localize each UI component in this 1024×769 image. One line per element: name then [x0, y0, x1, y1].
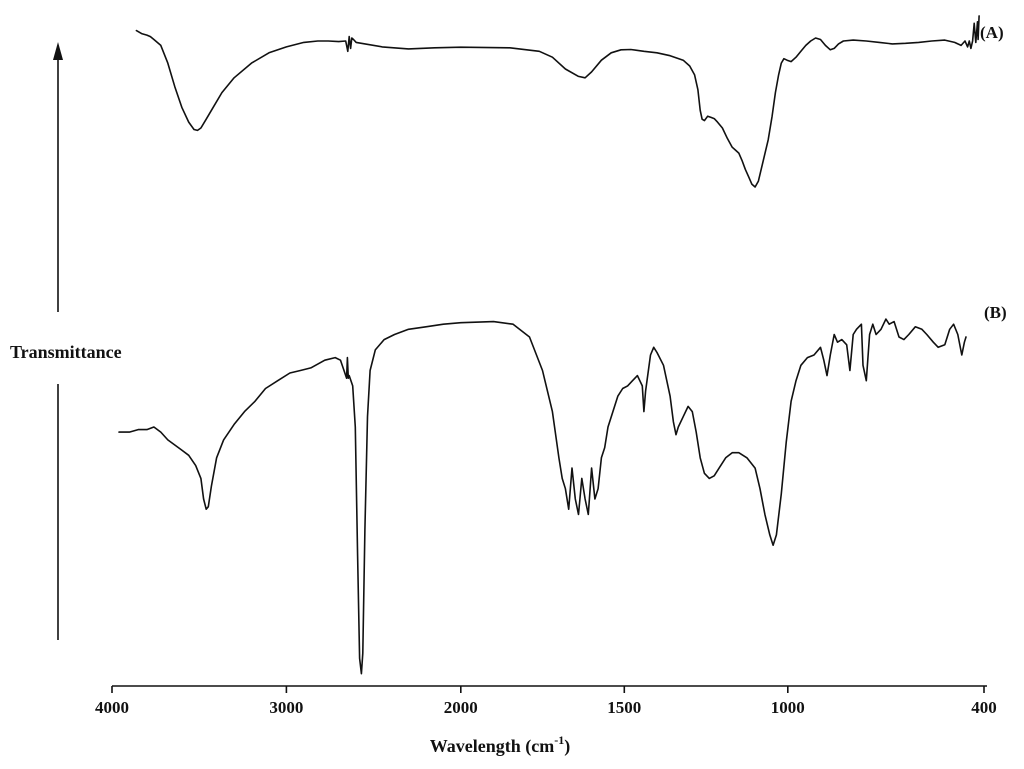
x-axis-title-main: Wavelength (cm: [430, 736, 554, 757]
series-line-a: [135, 15, 980, 188]
x-tick-label: 2000: [444, 698, 478, 717]
series-line-b: [118, 318, 967, 675]
x-tick-label: 4000: [95, 698, 129, 717]
x-axis-title-close: ): [564, 736, 570, 757]
series-label-b: (B): [984, 303, 1007, 322]
series-labels: (A) (B): [980, 23, 1007, 322]
x-axis-title-superscript: -1: [554, 733, 564, 747]
x-tick-label: 1000: [771, 698, 805, 717]
x-tick-label: 400: [971, 698, 997, 717]
x-tick-label: 1500: [607, 698, 641, 717]
series-label-a: (A): [980, 23, 1004, 42]
series-layer: [118, 15, 980, 675]
y-axis-arrowhead: [53, 42, 63, 60]
x-ticks: 4000 3000 2000 1500 1000 400: [95, 686, 997, 717]
x-tick-label: 3000: [269, 698, 303, 717]
y-axis-title: Transmittance: [10, 342, 122, 362]
y-axis: Transmittance: [10, 42, 122, 640]
x-axis: 4000 3000 2000 1500 1000 400 Wavelength (cm-1…: [95, 685, 997, 757]
x-axis-title: Wavelength (cm-1): [430, 733, 570, 757]
